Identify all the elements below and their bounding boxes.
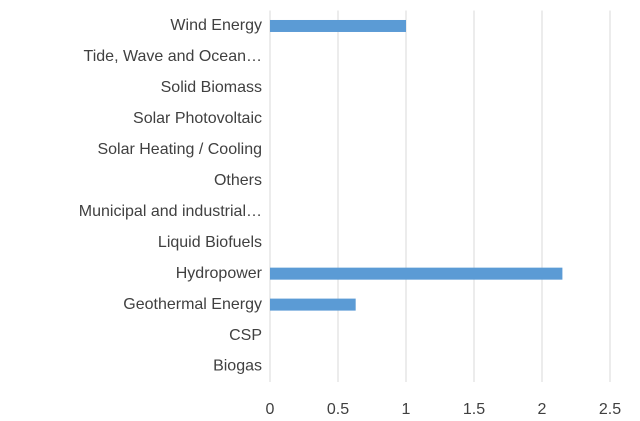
x-tick-label: 1 [402, 401, 411, 418]
bar [270, 298, 356, 311]
bar [270, 267, 563, 280]
x-tick-label: 2 [538, 401, 547, 418]
bar [270, 19, 406, 32]
x-tick-label: 0.5 [327, 401, 349, 418]
y-tick-label: Tide, Wave and Ocean… [84, 48, 262, 65]
y-tick-label: Wind Energy [170, 17, 262, 34]
x-tick-label: 2.5 [599, 401, 621, 418]
y-tick-label: CSP [229, 327, 262, 344]
y-tick-label: Geothermal Energy [123, 296, 262, 313]
x-tick-label: 0 [266, 401, 275, 418]
y-tick-label: Solar Photovoltaic [133, 110, 262, 127]
y-tick-label: Liquid Biofuels [158, 234, 262, 251]
y-tick-label: Solar Heating / Cooling [97, 141, 262, 158]
y-tick-label: Others [214, 172, 262, 189]
y-tick-label: Solid Biomass [161, 79, 262, 96]
y-tick-label: Hydropower [176, 265, 263, 282]
y-tick-label: Municipal and industrial… [79, 203, 262, 220]
y-tick-label: Biogas [213, 358, 262, 375]
x-tick-label: 1.5 [463, 401, 485, 418]
